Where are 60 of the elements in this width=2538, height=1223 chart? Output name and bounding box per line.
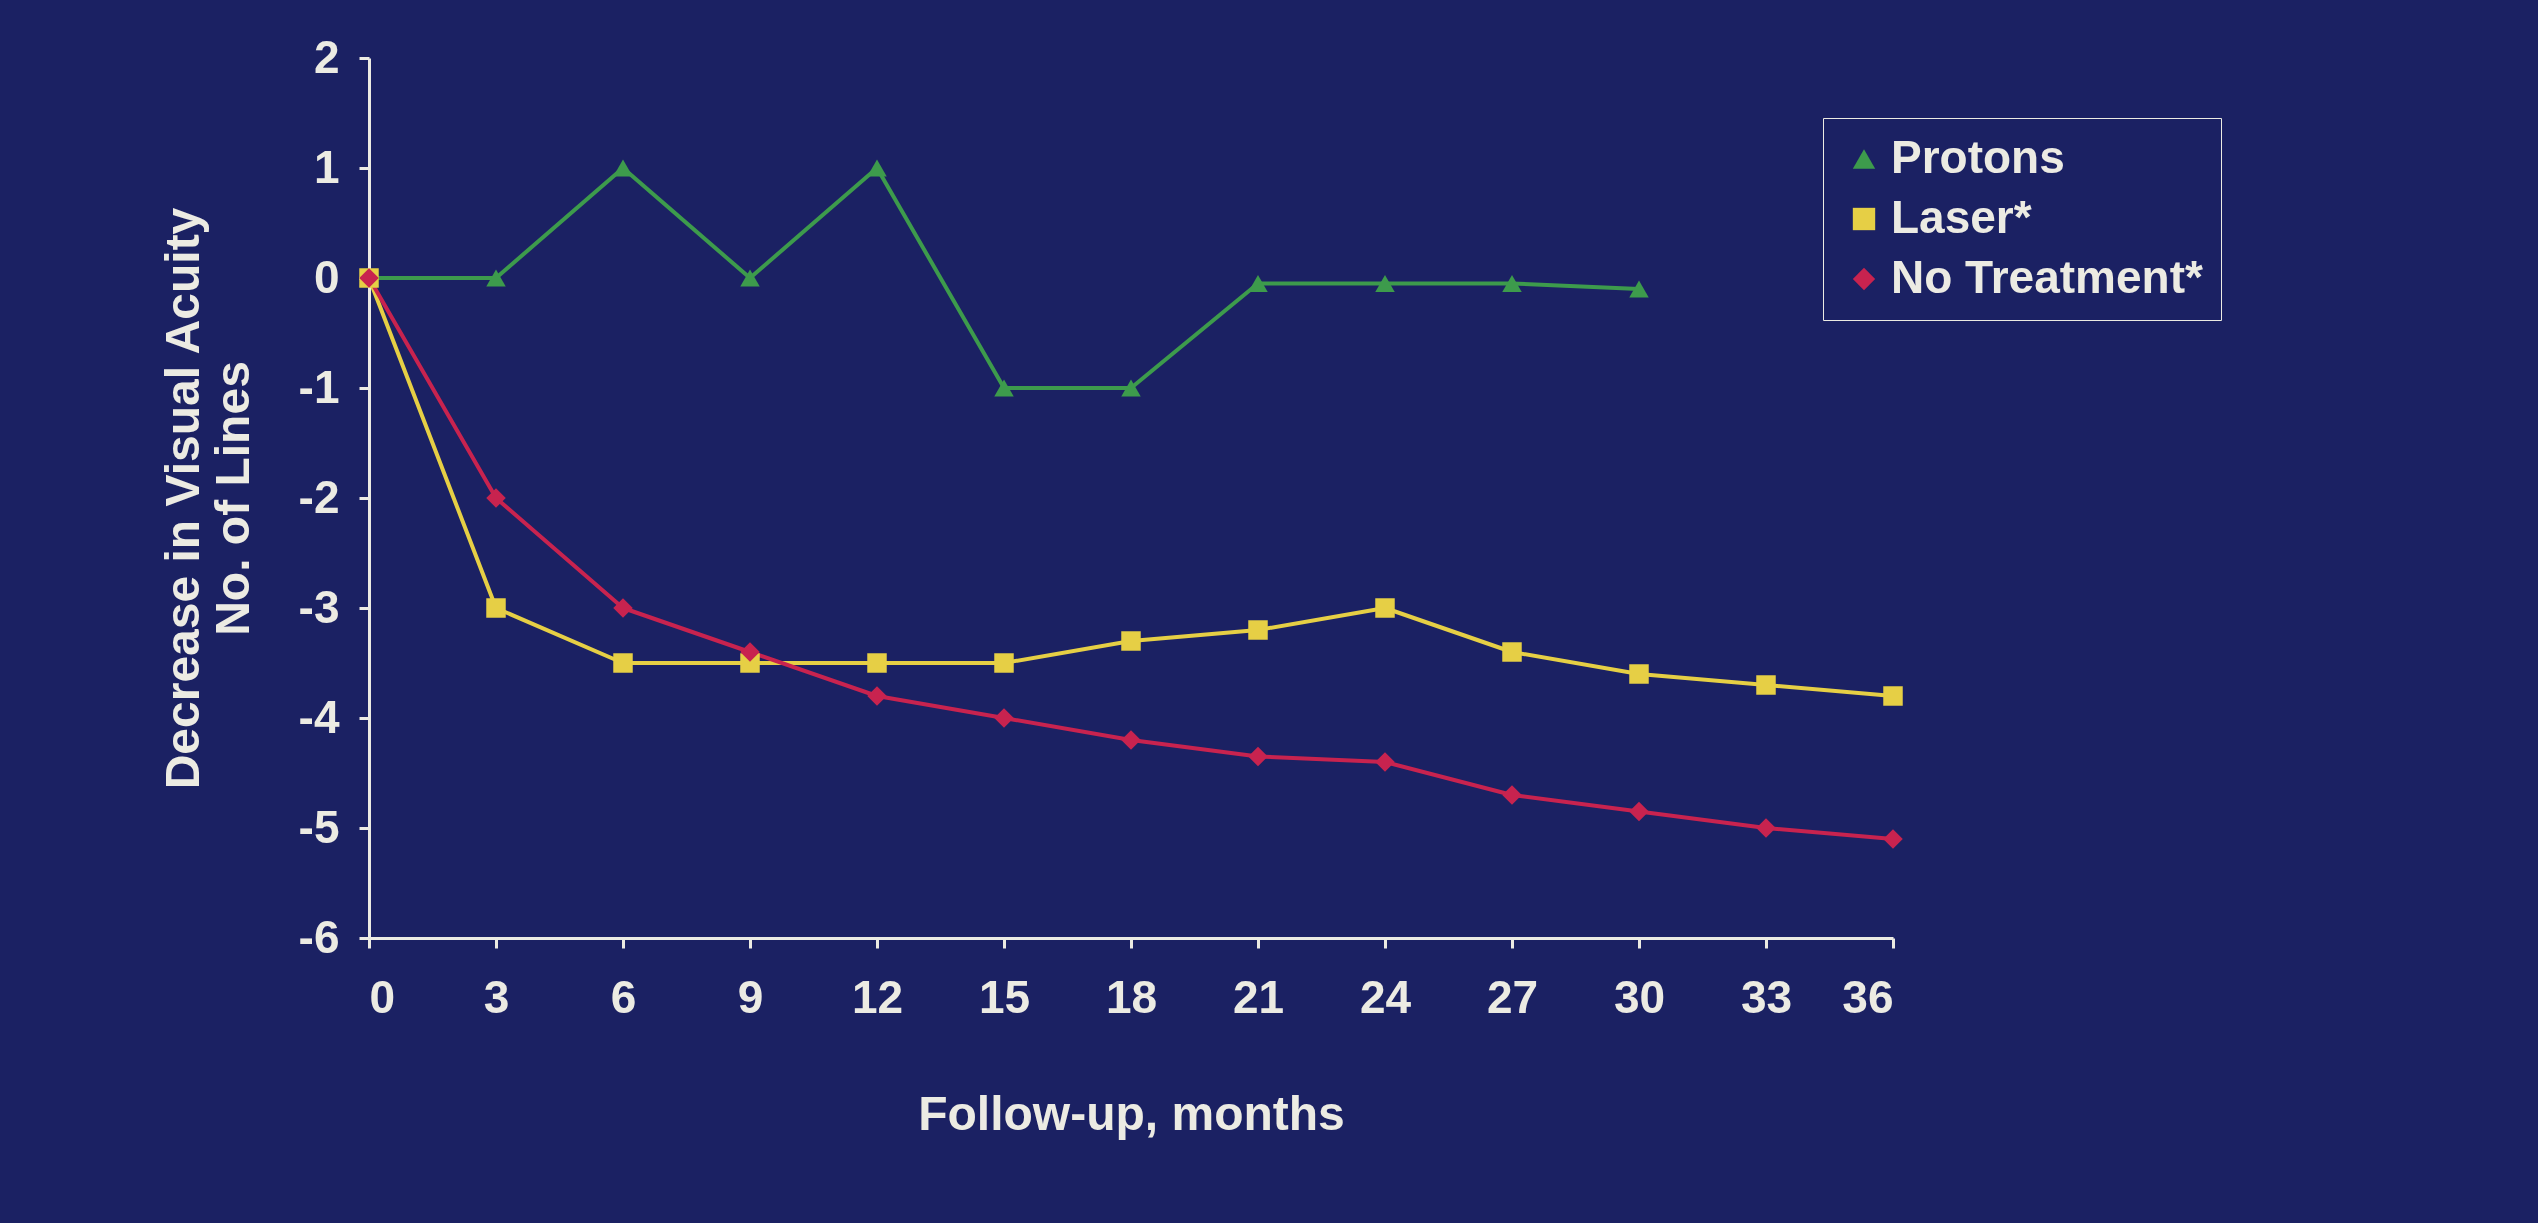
point — [1629, 801, 1649, 822]
y-tick-label: 0 — [313, 250, 340, 303]
x-tick-label: 33 — [1740, 970, 1793, 1023]
x-tick-label: 24 — [1359, 970, 1412, 1023]
x-tick-label: 3 — [483, 970, 510, 1023]
point — [867, 653, 887, 673]
y-tick-label: -2 — [298, 470, 340, 523]
point — [613, 598, 633, 618]
point — [1756, 675, 1776, 695]
point — [1502, 275, 1522, 292]
y-tick-label: 2 — [313, 30, 340, 83]
legend-label: No Treatment* — [1891, 251, 2203, 303]
x-tick-label: 9 — [737, 970, 764, 1023]
point — [613, 653, 633, 673]
point — [1375, 752, 1395, 772]
point — [740, 642, 760, 662]
y-tick-label: -4 — [298, 690, 340, 743]
point — [1375, 598, 1395, 618]
point — [1248, 620, 1268, 640]
point — [994, 708, 1014, 728]
point — [486, 269, 506, 287]
y-tick-label: -6 — [298, 910, 340, 963]
point — [1502, 785, 1522, 805]
x-tick-label: 0 — [369, 970, 396, 1023]
point — [1121, 730, 1141, 750]
y-tick-label: -1 — [298, 360, 340, 413]
x-tick-label: 30 — [1613, 970, 1666, 1023]
point — [1756, 818, 1776, 838]
point — [867, 159, 887, 177]
point — [740, 269, 760, 287]
y-tick-label: -5 — [298, 800, 340, 853]
x-tick-label: 15 — [978, 970, 1031, 1023]
point — [994, 653, 1014, 673]
point — [1248, 275, 1268, 292]
point — [486, 598, 506, 618]
point — [1883, 686, 1903, 706]
point — [1629, 280, 1649, 298]
x-axis-title: Follow-up, months — [918, 1086, 1345, 1140]
point — [1248, 746, 1268, 767]
point — [1883, 829, 1903, 849]
point — [867, 686, 887, 706]
x-tick-label: 36 — [1842, 970, 1894, 1023]
y-axis-title: Decrease in Visual Acuity No. of Lines — [155, 207, 259, 790]
point — [1121, 631, 1141, 651]
point — [1121, 379, 1141, 397]
x-tick-label: 6 — [610, 970, 637, 1023]
point — [1375, 275, 1395, 292]
point — [613, 159, 633, 177]
y-tick-label: 1 — [313, 140, 340, 193]
legend-label: Laser* — [1891, 191, 2032, 243]
x-tick-label: 18 — [1105, 970, 1158, 1023]
y-tick-label: -3 — [298, 580, 340, 633]
point — [1502, 642, 1522, 662]
legend-label: Protons — [1891, 131, 2065, 183]
x-tick-label: 27 — [1486, 970, 1539, 1023]
point — [486, 488, 506, 508]
point — [994, 379, 1014, 397]
x-tick-label: 12 — [851, 970, 904, 1023]
x-tick-label: 21 — [1232, 970, 1285, 1023]
point — [1629, 664, 1649, 684]
